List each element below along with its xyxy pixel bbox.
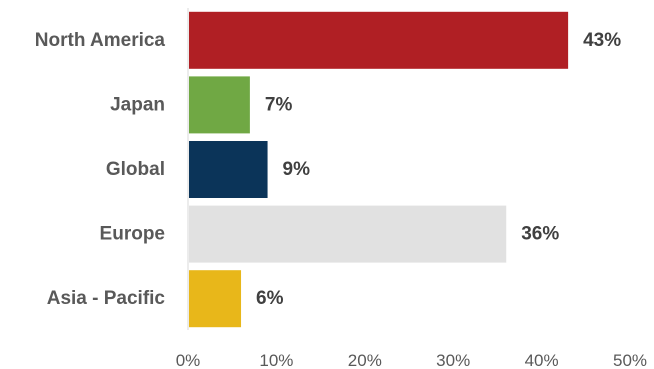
category-label-europe: Europe [100,224,165,245]
value-label-japan: 7% [265,94,293,115]
value-label-europe: 36% [521,224,559,245]
bar-japan [189,76,250,134]
x-tick-label-50: 50% [613,351,647,369]
category-label-north-america: North America [35,30,166,51]
value-labels-group: 43% 7% 9% 36% 6% [256,30,621,309]
x-tick-label-40: 40% [525,351,559,369]
category-label-asia-pacific: Asia - Pacific [47,288,166,309]
x-tick-labels-group: 0% 10% 20% 30% 40% 50% [176,351,647,369]
value-label-asia-pacific: 6% [256,288,284,309]
category-label-japan: Japan [110,94,165,115]
category-label-global: Global [106,159,165,180]
bar-asia-pacific [189,270,242,328]
bars-group [189,11,569,328]
x-tick-label-10: 10% [259,351,293,369]
value-label-global: 9% [283,159,311,180]
x-tick-label-20: 20% [348,351,382,369]
bar-europe [189,205,507,263]
x-tick-label-0: 0% [176,351,201,369]
bar-north-america [189,11,569,69]
bar-global [189,141,268,198]
value-label-north-america: 43% [583,30,621,51]
x-tick-label-30: 30% [436,351,470,369]
category-labels-group: North America Japan Global Europe Asia - Pac… [35,30,166,309]
